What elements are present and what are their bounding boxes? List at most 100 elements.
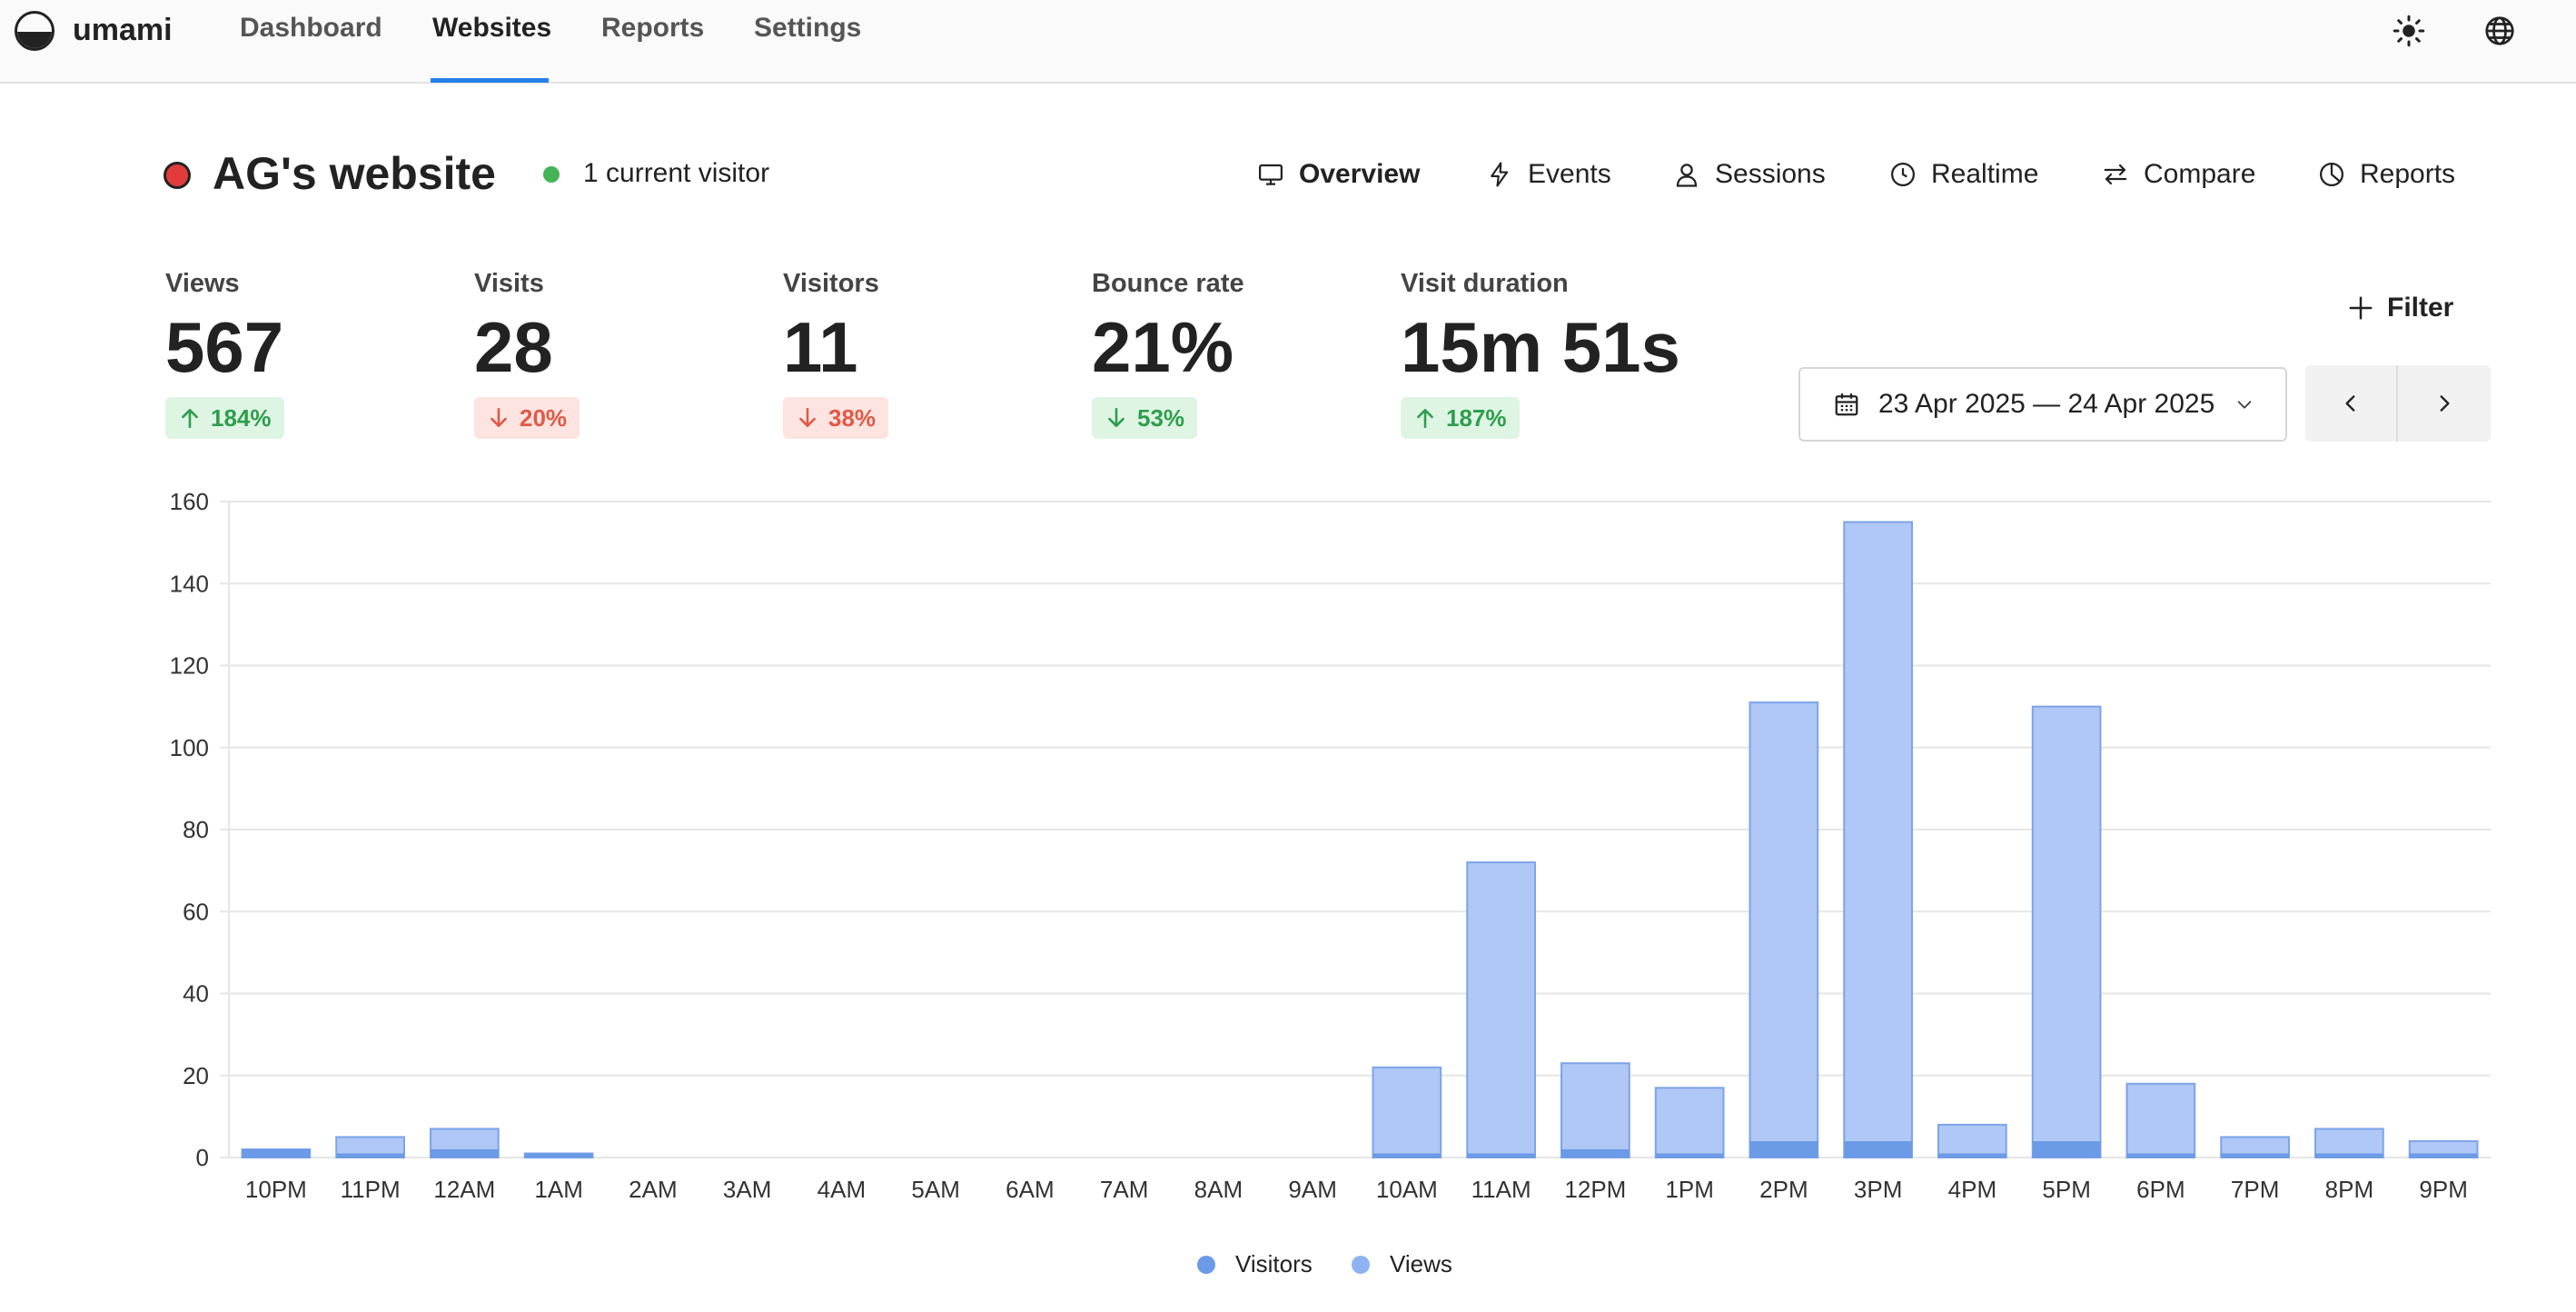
x-tick-label: 12PM [1564, 1176, 1626, 1203]
metric-label: Visits [474, 269, 544, 298]
y-tick-label: 80 [183, 816, 209, 843]
x-tick-label: 11AM [1471, 1176, 1531, 1203]
filter-label: Filter [2387, 293, 2454, 323]
visitors-bar [524, 1153, 593, 1158]
x-tick-label: 5PM [2042, 1176, 2090, 1203]
metric-change-badge: 38% [783, 397, 889, 439]
x-tick-label: 3PM [1854, 1176, 1902, 1203]
chevron-right-icon [2440, 395, 2450, 412]
visitors-bar [2126, 1153, 2195, 1158]
active-nav-indicator [431, 78, 549, 83]
compare-icon [2104, 164, 2127, 185]
previous-period-button[interactable] [2305, 365, 2398, 442]
views-bar [1937, 1123, 2007, 1159]
y-tick-label: 60 [183, 898, 209, 925]
x-tick-label: 6PM [2136, 1176, 2185, 1203]
live-status-dot-icon [543, 166, 560, 183]
date-range-select[interactable]: 23 Apr 2025 — 24 Apr 2025 [1798, 367, 2287, 442]
nav-reports[interactable]: Reports [601, 13, 705, 43]
visitors-bar [2315, 1153, 2383, 1158]
clock-icon [1891, 163, 1915, 186]
tab-compare[interactable]: Compare [2102, 156, 2255, 193]
legend-label: Visitors [1235, 1250, 1313, 1277]
tab-label: Sessions [1715, 159, 1826, 189]
date-range-value: 23 Apr 2025 — 24 Apr 2025 [1878, 389, 2215, 419]
views-bar [1466, 861, 1536, 1158]
metric-visit-duration: Visit duration 15m 51s 187% [1401, 269, 1680, 439]
brand-name[interactable]: umami [73, 13, 173, 47]
views-bar [2125, 1082, 2196, 1159]
nav-dashboard[interactable]: Dashboard [240, 13, 382, 43]
website-favicon-icon [163, 162, 191, 189]
calendar-icon [1835, 393, 1858, 416]
theme-sun-icon[interactable] [2393, 15, 2425, 47]
filter-button[interactable]: Filter [2347, 293, 2453, 323]
y-tick-label: 120 [170, 652, 209, 680]
date-pager [2305, 365, 2491, 442]
metric-change-value: 53% [1137, 403, 1185, 432]
metric-change-value: 187% [1446, 403, 1507, 432]
metric-change-badge: 53% [1092, 397, 1198, 439]
x-tick-label: 1PM [1665, 1176, 1713, 1203]
x-tick-label: 8AM [1194, 1176, 1243, 1203]
monitor-icon [1259, 164, 1283, 185]
x-tick-label: 9AM [1288, 1176, 1336, 1203]
views-bar [1843, 521, 1913, 1158]
page-title: AG's website [213, 148, 496, 199]
y-tick-label: 100 [170, 734, 209, 761]
x-tick-label: 6AM [1006, 1176, 1054, 1203]
views-bar [1654, 1087, 1725, 1158]
tab-sessions[interactable]: Sessions [1673, 156, 1826, 193]
views-bar [1749, 701, 1819, 1159]
metric-change-value: 184% [211, 403, 272, 432]
metric-change-value: 20% [520, 403, 568, 432]
x-tick-label: 4PM [1948, 1176, 1996, 1203]
visitors-bar [1561, 1148, 1630, 1158]
metric-bounce-rate: Bounce rate 21% 53% [1092, 269, 1244, 439]
legend-visitors-swatch [1197, 1255, 1215, 1274]
metric-label: Views [165, 269, 240, 298]
visitors-bar [1938, 1153, 2006, 1158]
metric-label: Bounce rate [1092, 269, 1244, 298]
x-tick-label: 2AM [629, 1176, 677, 1203]
chevron-left-icon [2345, 395, 2355, 412]
legend-label: Views [1390, 1250, 1452, 1277]
metric-value: 567 [165, 307, 284, 387]
visitors-bar [1467, 1153, 1535, 1158]
tab-events[interactable]: Events [1486, 156, 1611, 193]
nav-settings[interactable]: Settings [754, 13, 862, 43]
visitors-bar [2409, 1153, 2478, 1158]
metric-label: Visitors [783, 269, 879, 298]
y-tick-label: 140 [170, 570, 209, 597]
visitors-bar [242, 1148, 311, 1158]
visitors-bar [1749, 1140, 1818, 1158]
metric-value: 28 [474, 307, 553, 387]
arrow-down-icon [490, 407, 507, 427]
tab-realtime[interactable]: Realtime [1889, 156, 2038, 193]
legend-visitors[interactable]: Visitors [1197, 1250, 1313, 1278]
metric-visits: Visits 28 20% [474, 269, 580, 439]
metric-views: Views 567 184% [165, 269, 284, 439]
y-tick-label: 160 [170, 488, 209, 515]
metric-change-badge: 184% [165, 397, 284, 439]
top-navigation: umami Dashboard Websites Reports Setting… [0, 0, 2576, 84]
plus-icon [2349, 296, 2373, 320]
tab-overview[interactable]: Overview [1257, 156, 1420, 193]
nav-websites[interactable]: Websites [432, 13, 552, 43]
language-globe-icon[interactable] [2483, 15, 2516, 47]
metric-value: 21% [1092, 307, 1234, 387]
y-tick-label: 20 [183, 1062, 209, 1089]
lightning-icon [1491, 162, 1509, 187]
x-tick-label: 11PM [341, 1176, 401, 1203]
chevron-down-icon [2237, 401, 2252, 409]
tab-label: Events [1528, 159, 1611, 189]
pageviews-bar-chart: 0 20 40 60 80 100 120 140 160 10PM 11PM 12AM 1AM 2AM 3… [170, 488, 2491, 1203]
next-period-button[interactable] [2398, 365, 2491, 442]
x-tick-label: 2PM [1759, 1176, 1808, 1203]
metric-change-badge: 187% [1401, 397, 1520, 439]
legend-views[interactable]: Views [1352, 1250, 1452, 1278]
metric-value: 15m 51s [1401, 307, 1680, 387]
umami-logo-icon[interactable] [15, 11, 54, 51]
tab-reports[interactable]: Reports [2318, 156, 2455, 193]
views-bar [2314, 1128, 2384, 1158]
